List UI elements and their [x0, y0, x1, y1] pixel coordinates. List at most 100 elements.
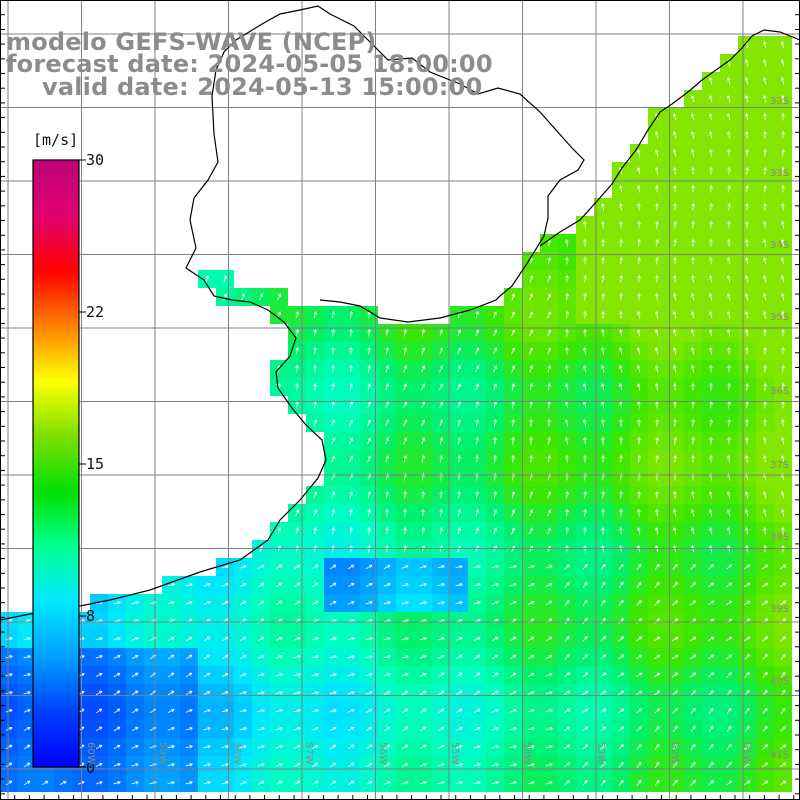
wind-arrow-head	[334, 582, 337, 586]
wind-arrow-head	[298, 600, 301, 604]
wind-arrow-head	[763, 95, 765, 99]
wind-arrow	[673, 509, 677, 517]
wind-arrow	[674, 167, 676, 175]
wind-arrow	[779, 600, 787, 606]
wind-arrow-head	[259, 293, 263, 296]
wind-arrow-head	[656, 167, 659, 171]
wind-arrow	[709, 311, 713, 319]
wind-arrow	[509, 654, 517, 660]
wind-arrow-head	[586, 636, 588, 640]
wind-arrow-head	[674, 365, 677, 369]
wind-arrow-head	[781, 167, 784, 171]
wind-arrow-head	[637, 221, 640, 225]
wind-arrow-head	[658, 636, 661, 640]
wind-arrow-head	[745, 545, 748, 549]
wind-arrow	[296, 365, 298, 373]
wind-arrow-head	[691, 509, 693, 513]
wind-arrow-head	[710, 690, 714, 692]
wind-arrow-head	[136, 672, 139, 676]
wind-arrow	[725, 582, 733, 588]
wind-arrow-head	[9, 708, 13, 711]
wind-arrow-head	[331, 527, 334, 531]
wind-arrow-head	[586, 744, 589, 748]
wind-arrow-head	[620, 636, 624, 638]
wind-arrow-head	[367, 419, 371, 422]
wind-arrow-head	[298, 745, 301, 749]
wind-arrow-head	[262, 600, 265, 604]
wind-arrow	[581, 672, 589, 678]
wind-arrow-head	[243, 709, 247, 711]
wind-arrow-head	[262, 565, 265, 569]
wind-arrow-head	[674, 293, 677, 297]
wind-arrow	[672, 743, 678, 751]
colorbar-gradient	[32, 159, 86, 768]
wind-arrow	[529, 491, 533, 499]
wind-arrow-head	[746, 689, 750, 692]
wind-arrow-head	[709, 239, 712, 243]
wind-arrow	[545, 583, 553, 587]
wind-arrow	[781, 239, 785, 247]
wind-arrow-head	[135, 763, 139, 767]
wind-arrow	[131, 745, 139, 749]
wind-arrow-head	[582, 383, 585, 387]
wind-arrow	[582, 581, 588, 589]
wind-arrow-head	[568, 726, 571, 730]
wind-arrow-head	[369, 637, 373, 641]
wind-arrow-head	[529, 491, 533, 495]
wind-arrow-head	[691, 347, 693, 351]
wind-arrow-head	[656, 726, 660, 728]
wind-arrow	[620, 329, 622, 337]
wind-arrow	[620, 203, 622, 211]
wind-arrow-head	[208, 673, 211, 676]
wind-arrow-head	[564, 419, 567, 423]
wind-arrow	[185, 636, 193, 642]
wind-arrow-head	[712, 564, 714, 568]
wind-arrow-head	[709, 221, 712, 225]
wind-arrow-head	[727, 131, 729, 135]
wind-arrow-head	[619, 311, 622, 315]
wind-arrow-head	[279, 727, 283, 731]
wind-arrow-head	[261, 673, 265, 677]
wind-arrow	[332, 527, 334, 535]
wind-arrow-head	[657, 455, 659, 459]
wind-arrow-head	[513, 582, 517, 585]
wind-arrow-head	[709, 545, 713, 549]
wind-arrow-head	[333, 673, 337, 675]
wind-arrow-head	[728, 365, 731, 369]
wind-arrow-head	[207, 275, 210, 279]
wind-arrow-head	[745, 77, 749, 81]
wind-arrow-head	[601, 293, 604, 297]
wind-arrow-head	[511, 527, 515, 530]
wind-arrow-head	[655, 221, 658, 225]
wind-arrow-head	[566, 239, 569, 243]
wind-arrow	[638, 437, 640, 445]
wind-arrow-head	[370, 691, 373, 695]
wind-arrow-head	[638, 563, 642, 566]
wind-arrow	[691, 311, 695, 319]
wind-arrow-head	[81, 637, 85, 641]
wind-arrow-head	[673, 437, 676, 441]
wind-arrow-head	[638, 726, 642, 728]
wind-arrow-head	[457, 419, 461, 423]
wind-arrow-head	[655, 491, 658, 495]
wind-arrow	[673, 365, 677, 373]
wind-arrow-head	[513, 727, 517, 731]
wind-arrow-head	[81, 655, 85, 659]
wind-arrow-head	[442, 655, 445, 659]
wind-arrow	[349, 383, 353, 391]
wind-arrow	[727, 311, 731, 319]
wind-arrow	[656, 455, 658, 463]
wind-arrow-head	[711, 419, 713, 423]
wind-arrow-head	[459, 601, 463, 603]
wind-arrow-head	[530, 419, 533, 423]
wind-arrow-head	[602, 203, 605, 207]
wind-arrow-head	[403, 491, 406, 495]
wind-arrow-head	[423, 583, 427, 587]
wind-arrow	[203, 745, 211, 749]
wind-arrow	[401, 726, 409, 732]
wind-arrow	[728, 347, 730, 355]
wind-arrow-head	[388, 673, 391, 677]
wind-arrow-head	[712, 672, 714, 676]
wind-arrow-head	[225, 763, 229, 765]
wind-arrow-head	[766, 636, 768, 640]
